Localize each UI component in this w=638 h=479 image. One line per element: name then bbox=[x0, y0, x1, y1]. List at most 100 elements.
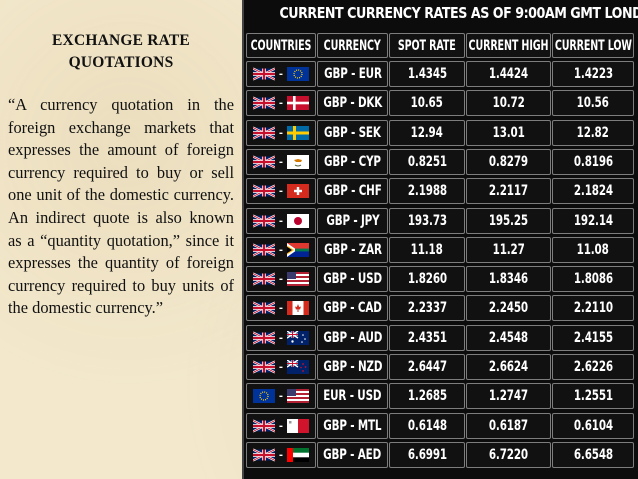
row-6-current-low: 11.08 bbox=[552, 237, 634, 263]
uk-flag-icon bbox=[253, 96, 275, 110]
header-spot-rate-label: SPOT RATE bbox=[398, 37, 456, 54]
row-12-spot-rate: 0.6148 bbox=[389, 413, 465, 439]
row-5-currency-value: GBP - JPY bbox=[325, 213, 380, 229]
row-13-current-low-value: 6.6548 bbox=[573, 447, 613, 463]
row-8-current-low-value: 2.2110 bbox=[573, 300, 613, 316]
row-5-spot-rate: 193.73 bbox=[389, 208, 465, 234]
row-12-currency: GBP - MTL bbox=[317, 413, 388, 439]
flag-separator: - bbox=[278, 156, 284, 168]
row-10-current-low: 2.6226 bbox=[552, 354, 634, 380]
switzerland-flag-icon bbox=[287, 184, 309, 198]
row-10-current-low-value: 2.6226 bbox=[573, 359, 613, 375]
header-current-low: CURRENT LOW bbox=[552, 33, 634, 58]
flag-separator: - bbox=[278, 449, 284, 461]
row-6-current-low-value: 11.08 bbox=[576, 242, 610, 258]
row-11-current-low: 1.2551 bbox=[552, 383, 634, 409]
row-2-spot-rate-value: 12.94 bbox=[410, 125, 444, 141]
row-5-spot-rate-value: 193.73 bbox=[407, 213, 447, 229]
row-4-spot-rate: 2.1988 bbox=[389, 178, 465, 204]
row-13-spot-rate-value: 6.6991 bbox=[407, 447, 447, 463]
row-2-countries: - bbox=[246, 120, 316, 146]
flag-separator: - bbox=[278, 215, 284, 227]
row-7-current-low: 1.8086 bbox=[552, 266, 634, 292]
row-7-spot-rate-value: 1.8260 bbox=[407, 271, 447, 287]
row-8-countries: - bbox=[246, 295, 316, 321]
eu-flag-icon bbox=[287, 67, 309, 81]
uk-flag-icon bbox=[253, 214, 275, 228]
row-13-current-high-value: 6.7220 bbox=[488, 447, 529, 463]
row-6-spot-rate-value: 11.18 bbox=[410, 242, 444, 258]
row-10-countries: - bbox=[246, 354, 316, 380]
row-9-countries: - bbox=[246, 325, 316, 351]
row-10-current-high: 2.6624 bbox=[466, 354, 551, 380]
row-3-spot-rate-value: 0.8251 bbox=[407, 154, 447, 170]
row-12-countries: - bbox=[246, 413, 316, 439]
row-1-spot-rate-value: 10.65 bbox=[410, 95, 444, 111]
uk-flag-icon bbox=[253, 155, 275, 169]
uk-flag-icon bbox=[253, 360, 275, 374]
australia-flag-icon bbox=[287, 331, 309, 345]
row-2-currency: GBP - SEK bbox=[317, 120, 388, 146]
row-2-current-low: 12.82 bbox=[552, 120, 634, 146]
row-11-current-low-value: 1.2551 bbox=[573, 388, 613, 404]
header-countries: COUNTRIES bbox=[246, 33, 316, 58]
south-africa-flag-icon bbox=[287, 243, 309, 257]
row-8-current-high-value: 2.2450 bbox=[488, 300, 529, 316]
row-1-current-low: 10.56 bbox=[552, 90, 634, 116]
uk-flag-icon bbox=[253, 126, 275, 140]
row-3-current-low-value: 0.8196 bbox=[573, 154, 613, 170]
row-12-current-low: 0.6104 bbox=[552, 413, 634, 439]
row-11-current-high-value: 1.2747 bbox=[488, 388, 529, 404]
row-5-current-low: 192.14 bbox=[552, 208, 634, 234]
row-8-currency: GBP - CAD bbox=[317, 295, 388, 321]
row-4-current-low-value: 2.1824 bbox=[573, 183, 613, 199]
new-zealand-flag-icon bbox=[287, 360, 309, 374]
flag-separator: - bbox=[278, 302, 284, 314]
row-8-current-low: 2.2110 bbox=[552, 295, 634, 321]
row-10-spot-rate: 2.6447 bbox=[389, 354, 465, 380]
row-1-countries: - bbox=[246, 90, 316, 116]
row-6-current-high: 11.27 bbox=[466, 237, 551, 263]
row-0-currency-value: GBP - EUR bbox=[323, 66, 382, 82]
row-8-spot-rate: 2.2337 bbox=[389, 295, 465, 321]
header-currency-label: CURRENCY bbox=[324, 37, 381, 54]
board-title: CURRENT CURRENCY RATES AS OF 9:00AM GMT … bbox=[279, 4, 638, 22]
denmark-flag-icon bbox=[287, 96, 309, 110]
row-13-current-high: 6.7220 bbox=[466, 442, 551, 468]
row-0-countries: - bbox=[246, 61, 316, 87]
flag-separator: - bbox=[278, 185, 284, 197]
row-8-current-high: 2.2450 bbox=[466, 295, 551, 321]
flag-separator: - bbox=[278, 68, 284, 80]
row-1-current-high: 10.72 bbox=[466, 90, 551, 116]
row-1-currency: GBP - DKK bbox=[317, 90, 388, 116]
row-11-current-high: 1.2747 bbox=[466, 383, 551, 409]
row-6-countries: - bbox=[246, 237, 316, 263]
row-7-countries: - bbox=[246, 266, 316, 292]
row-13-currency: GBP - AED bbox=[317, 442, 388, 468]
left-text-panel: EXCHANGE RATE QUOTATIONS “A currency quo… bbox=[8, 30, 234, 320]
row-8-currency-value: GBP - CAD bbox=[323, 300, 382, 316]
row-3-currency: GBP - CYP bbox=[317, 149, 388, 175]
row-1-current-high-value: 10.72 bbox=[492, 95, 525, 111]
row-5-current-high-value: 195.25 bbox=[488, 213, 529, 229]
row-6-currency-value: GBP - ZAR bbox=[323, 242, 382, 258]
row-13-currency-value: GBP - AED bbox=[323, 447, 382, 463]
row-9-current-low-value: 2.4155 bbox=[573, 330, 613, 346]
row-7-currency-value: GBP - USD bbox=[323, 271, 382, 287]
header-current-high-label: CURRENT HIGH bbox=[468, 37, 549, 54]
cyprus-flag-icon bbox=[287, 155, 309, 169]
flag-separator: - bbox=[278, 420, 284, 432]
row-12-currency-value: GBP - MTL bbox=[323, 418, 382, 434]
row-7-spot-rate: 1.8260 bbox=[389, 266, 465, 292]
row-12-current-low-value: 0.6104 bbox=[573, 418, 613, 434]
header-current-high: CURRENT HIGH bbox=[466, 33, 551, 58]
row-11-currency: EUR - USD bbox=[317, 383, 388, 409]
row-9-currency-value: GBP - AUD bbox=[323, 330, 382, 346]
row-0-spot-rate-value: 1.4345 bbox=[407, 66, 447, 82]
row-1-spot-rate: 10.65 bbox=[389, 90, 465, 116]
row-4-currency: GBP - CHF bbox=[317, 178, 388, 204]
row-0-currency: GBP - EUR bbox=[317, 61, 388, 87]
flag-separator: - bbox=[278, 127, 284, 139]
header-current-low-label: CURRENT LOW bbox=[554, 37, 632, 54]
row-8-spot-rate-value: 2.2337 bbox=[407, 300, 447, 316]
